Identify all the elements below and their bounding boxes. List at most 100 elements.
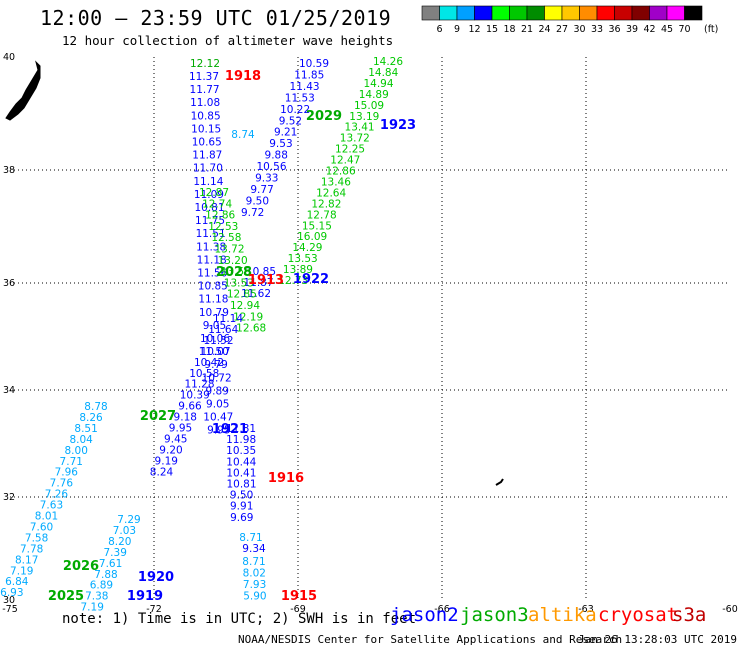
wave-height-label: 10.44 (226, 456, 256, 468)
wave-height-label: 13.72 (340, 133, 370, 145)
wave-height-label: 12.78 (307, 209, 337, 221)
longitude-label: -63 (578, 604, 594, 615)
colorbar-tick-label: 9 (454, 24, 460, 35)
pass-label: 2028 (216, 265, 252, 280)
wave-height-label: 9.34 (242, 543, 266, 555)
legend-note: note: 1) Time is in UTC; 2) SWH is in fe… (62, 611, 417, 627)
axis-labels: -75 -72 -69 -66 -63 -60 40 38 36 34 32 30 (2, 52, 738, 615)
wave-height-label: 11.87 (192, 150, 222, 162)
wave-height-label: 12.68 (236, 323, 266, 335)
footer-credit: NOAA/NESDIS Center for Satellite Applica… (238, 633, 623, 646)
wave-height-label: 9.72 (241, 207, 264, 219)
wave-height-label: 11.51 (196, 228, 226, 240)
wave-height-label: 11.87 (243, 277, 273, 289)
coastline-shape (5, 60, 41, 121)
wave-height-label: 7.29 (117, 514, 140, 526)
wave-height-label: 12.73 (278, 275, 308, 287)
wave-height-label: 10.06 (200, 333, 230, 345)
latitude-label: 32 (3, 492, 15, 503)
wave-height-label: 12.58 (211, 232, 241, 244)
wave-height-label: 11.37 (189, 71, 219, 83)
latitude-label: 30 (3, 595, 15, 606)
wave-height-label: 11.53 (285, 92, 315, 104)
colorbar-swatch (439, 5, 458, 21)
wave-height-label: 11.70 (193, 163, 223, 175)
wave-height-label: 12.12 (190, 58, 220, 70)
wave-height-label: 11.52 (203, 335, 233, 347)
wave-height-label: 10.07 (201, 346, 231, 358)
wave-height-label: 7.71 (60, 456, 83, 468)
longitude-label: -66 (434, 604, 450, 615)
legend-altika: altika (528, 604, 597, 626)
wave-height-label: 10.35 (226, 445, 256, 457)
colorbar-swatch (421, 5, 440, 21)
wave-height-label: 14.26 (373, 56, 403, 68)
wave-height-label: 6.84 (5, 576, 29, 588)
wave-height-label: 14.84 (368, 67, 398, 79)
pass-label: 1913 (248, 273, 284, 288)
colorbar-swatch (544, 5, 563, 21)
colorbar-tick-label: 18 (503, 24, 515, 35)
colorbar-tick-label: 12 (468, 24, 480, 35)
latitude-label: 34 (3, 385, 15, 396)
wave-height-label: 16.09 (297, 231, 327, 243)
wave-height-label: 11.14 (213, 313, 243, 325)
pass-label: 1915 (281, 589, 317, 604)
colorbar-swatch (526, 5, 545, 21)
wave-height-label: 9.95 (207, 425, 230, 437)
lat-lon-grid (10, 57, 730, 600)
colorbar-swatch (491, 5, 510, 21)
colorbar-tick-label: 33 (591, 24, 603, 35)
wave-height-label: 13.56 (221, 266, 251, 278)
wave-height-label: 9.69 (230, 512, 253, 524)
wave-height-label: 11.98 (226, 434, 256, 446)
colorbar-swatch (649, 5, 668, 21)
wave-height-label: 7.19 (81, 602, 104, 614)
wave-height-label: 15.15 (302, 220, 332, 232)
wave-height-label: 7.76 (50, 478, 74, 490)
wave-height-label: 13.46 (321, 176, 351, 188)
longitude-label: -69 (290, 604, 306, 615)
wave-height-label: 13.20 (218, 255, 248, 267)
footer-timestamp: Jan 26 13:28:03 UTC 2019 (578, 633, 737, 646)
colorbar-tick-label: 24 (538, 24, 550, 35)
legend-s3a: s3a (672, 604, 707, 626)
colorbar-tick-label: 36 (608, 24, 620, 35)
wave-height-label: 7.78 (20, 543, 43, 555)
wave-height-label: 11.85 (294, 69, 324, 81)
wave-height-label: 10.72 (202, 372, 232, 384)
pass-label: 2029 (306, 109, 342, 124)
wave-height-label: 11.18 (197, 254, 227, 266)
colorbar-swatch (509, 5, 528, 21)
wave-height-label: 11.14 (193, 176, 223, 188)
wave-height-label: 10.65 (192, 137, 222, 149)
latitude-label: 36 (3, 278, 15, 289)
wave-height-label: 12.86 (205, 210, 235, 222)
pass-label: 1923 (380, 118, 416, 133)
wave-height-label: 11.75 (195, 215, 225, 227)
colorbar-tick-label: 6 (436, 24, 442, 35)
legend-jason3: jason3 (460, 604, 529, 626)
wave-height-label: 12.85 (227, 289, 257, 301)
pass-label: 2026 (63, 559, 99, 574)
wave-height-label: 10.42 (194, 357, 224, 369)
pass-label: 1922 (293, 272, 329, 287)
wave-height-label: 8.71 (242, 556, 265, 568)
wave-height-label: 12.19 (233, 311, 263, 323)
colorbar-tick-label: 70 (678, 24, 690, 35)
colorbar-swatch (579, 5, 598, 21)
wave-height-label: 11.56 (197, 268, 227, 280)
colorbar-tick-label: 27 (556, 24, 568, 35)
longitude-label: -72 (146, 604, 162, 615)
colorbar-tick-label: 45 (661, 24, 673, 35)
longitude-label: -60 (722, 604, 738, 615)
wave-height-label: 11.08 (190, 97, 220, 109)
wave-height-label: 9.95 (169, 423, 192, 435)
wave-height-label: 13.72 (214, 244, 244, 256)
wave-height-label: 7.88 (94, 569, 117, 581)
coastline (5, 60, 504, 486)
page-title: 12:00 – 23:59 UTC 01/25/2019 (40, 6, 392, 30)
wave-height-label: 12.87 (199, 187, 229, 199)
wave-height-label: 11.62 (241, 288, 271, 300)
